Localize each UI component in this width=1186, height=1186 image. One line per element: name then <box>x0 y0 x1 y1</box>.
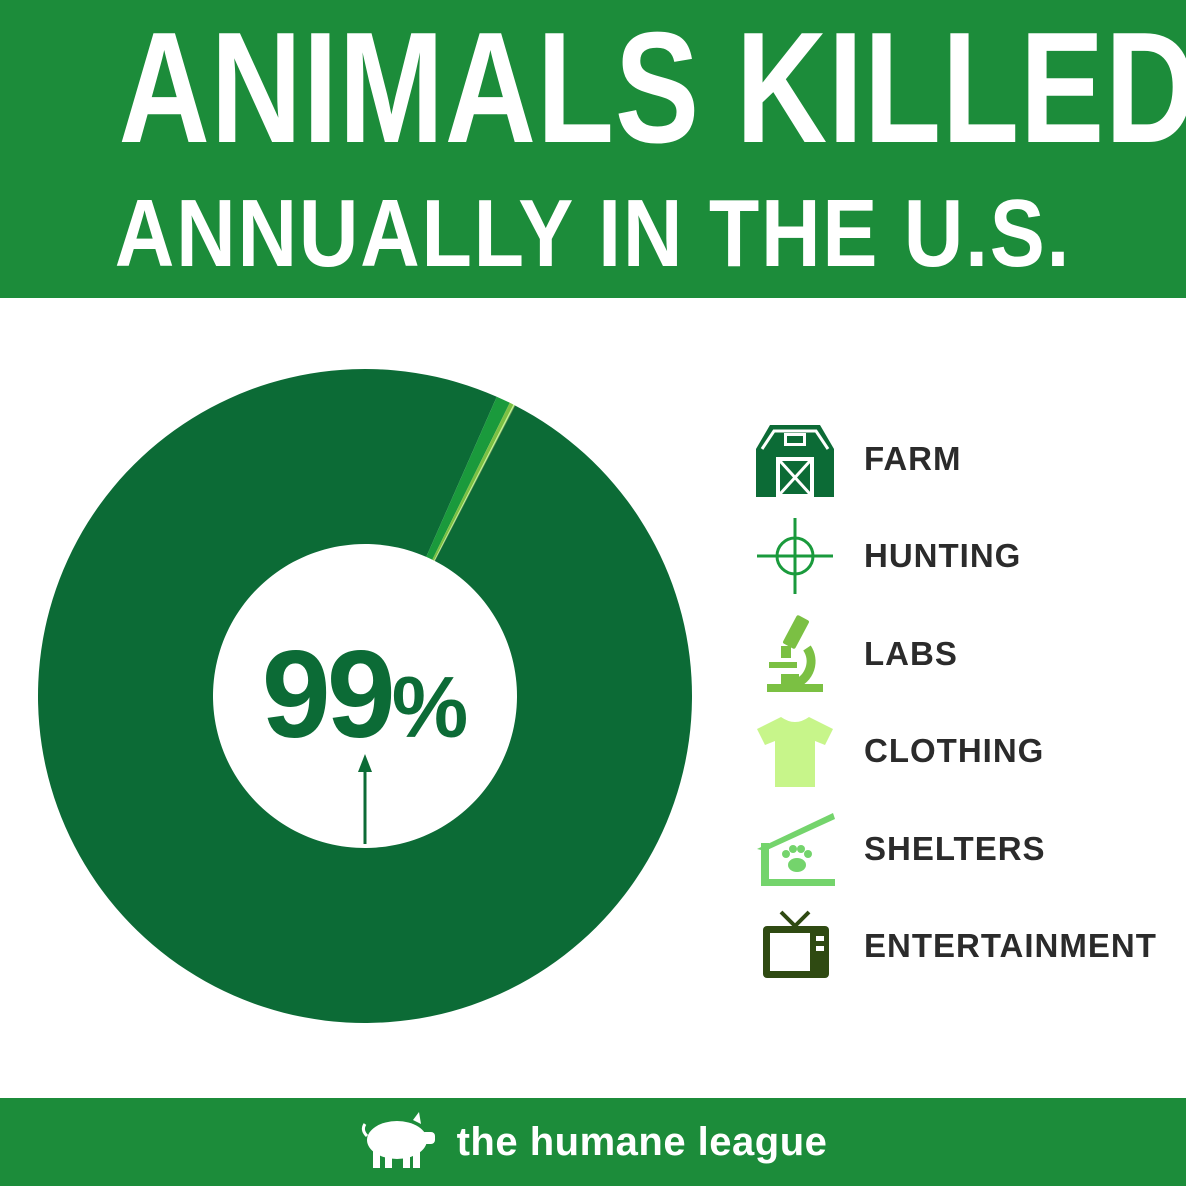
slice-farm <box>37 368 692 1023</box>
crosshair-icon <box>750 511 840 601</box>
legend-label: FARM <box>864 439 962 477</box>
microscope-icon <box>750 609 840 699</box>
brand-name: the humane league <box>456 1119 828 1164</box>
legend-label: SHELTERS <box>864 829 1046 867</box>
legend-item-entertainment: ENTERTAINMENT <box>750 898 1170 996</box>
donut-center-label: 99% <box>200 620 530 783</box>
legend-label: CLOTHING <box>864 732 1045 770</box>
legend-item-clothing: CLOTHING <box>750 703 1170 801</box>
legend-label: ENTERTAINMENT <box>864 927 1157 965</box>
header-banner: ANIMALS KILLED ANNUALLY IN THE U.S. <box>0 0 1186 298</box>
title-line-1: ANIMALS KILLED <box>118 0 1186 176</box>
legend-item-shelters: SHELTERS <box>750 800 1170 898</box>
slice-labs <box>432 402 514 561</box>
center-value: 99 <box>261 626 396 764</box>
slice-shelters <box>434 405 515 561</box>
pig-icon <box>359 1110 439 1175</box>
tv-icon <box>750 901 840 991</box>
legend-item-farm: FARM <box>750 410 1170 508</box>
legend-label: HUNTING <box>864 537 1022 575</box>
shelter-paw-icon <box>750 804 840 894</box>
legend-label: LABS <box>864 634 958 672</box>
slice-entertainment <box>434 405 516 562</box>
center-percent-sign: % <box>391 660 469 756</box>
legend-item-hunting: HUNTING <box>750 508 1170 606</box>
center-arrow-head <box>358 754 372 772</box>
legend-item-labs: LABS <box>750 605 1170 703</box>
slice-hunting <box>426 396 510 560</box>
tshirt-icon <box>750 706 840 796</box>
donut-chart <box>37 368 692 1023</box>
footer-bar: the humane league <box>0 1098 1186 1186</box>
barn-icon <box>750 414 840 504</box>
slice-clothing <box>434 404 515 561</box>
legend: FARM HUNTING LABS <box>750 410 1170 995</box>
title-line-2: ANNUALLY IN THE U.S. <box>114 180 1072 287</box>
